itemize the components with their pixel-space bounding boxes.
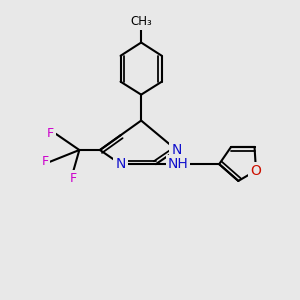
Text: N: N (116, 157, 126, 171)
Text: CH₃: CH₃ (130, 15, 152, 28)
Text: O: O (250, 164, 261, 178)
Text: F: F (47, 127, 54, 140)
Text: N: N (171, 143, 182, 157)
Text: F: F (41, 155, 48, 168)
Text: NH: NH (168, 157, 188, 171)
Text: F: F (70, 172, 77, 185)
